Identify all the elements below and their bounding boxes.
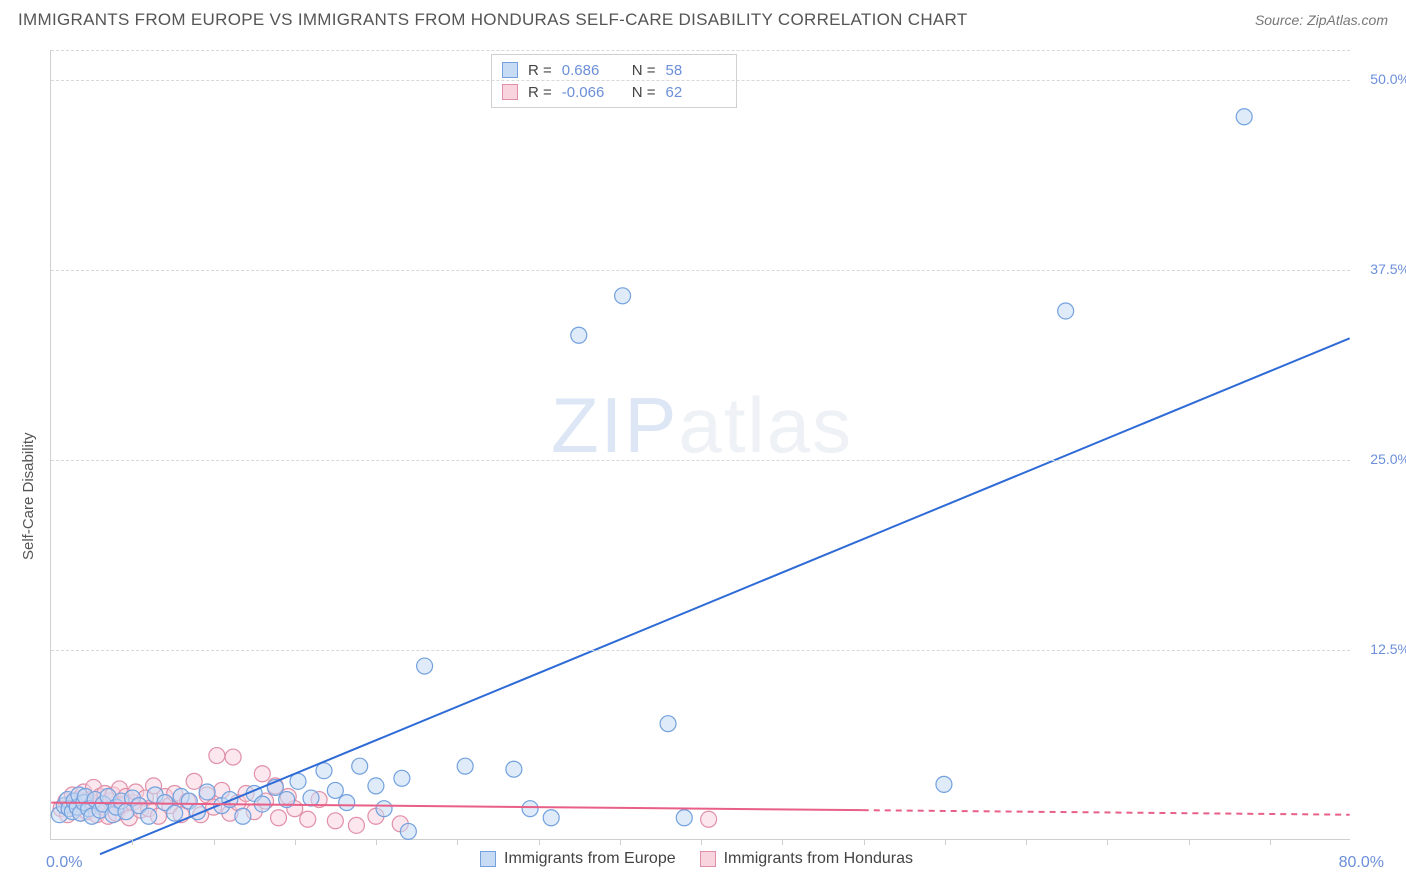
gridline [51,80,1350,81]
data-point [660,716,676,732]
chart-title: IMMIGRANTS FROM EUROPE VS IMMIGRANTS FRO… [18,10,968,30]
data-point [141,808,157,824]
legend-row: R = 0.686 N = 58 [502,59,726,81]
x-tick [1270,839,1271,845]
gridline [51,50,1350,51]
data-point [186,773,202,789]
x-tick [457,839,458,845]
legend-n-value: 62 [666,84,726,101]
legend-r-label: R = [528,62,552,79]
data-point [339,795,355,811]
data-point [400,823,416,839]
legend-swatch [502,84,518,100]
x-min-label: 0.0% [46,854,82,872]
legend-label: Immigrants from Europe [504,850,676,868]
data-point [235,808,251,824]
gridline [51,270,1350,271]
x-tick [1189,839,1190,845]
data-point [327,813,343,829]
data-point [271,810,287,826]
x-tick [376,839,377,845]
legend-r-value: 0.686 [562,62,622,79]
legend-swatch [502,62,518,78]
legend-bottom: Immigrants from Europe Immigrants from Ho… [480,850,913,868]
data-point [394,770,410,786]
regression-line-dashed [863,810,1350,815]
data-point [543,810,559,826]
source-label: Source: ZipAtlas.com [1255,12,1388,28]
data-point [1236,109,1252,125]
data-point [368,778,384,794]
y-tick-label: 25.0% [1354,451,1406,467]
regression-line [100,338,1350,854]
data-point [1058,303,1074,319]
legend-r-label: R = [528,84,552,101]
data-point [701,811,717,827]
data-point [522,801,538,817]
data-point [348,817,364,833]
x-tick [295,839,296,845]
x-tick [864,839,865,845]
legend-row: R = -0.066 N = 62 [502,81,726,103]
data-point [376,801,392,817]
x-tick [945,839,946,845]
legend-swatch [700,851,716,867]
data-point [352,758,368,774]
legend-n-value: 58 [666,62,726,79]
data-point [167,805,183,821]
gridline [51,650,1350,651]
legend-swatch [480,851,496,867]
data-point [417,658,433,674]
x-tick [1026,839,1027,845]
gridline [51,460,1350,461]
y-tick-label: 50.0% [1354,71,1406,87]
x-tick [214,839,215,845]
x-max-label: 80.0% [1339,854,1384,872]
data-point [506,761,522,777]
y-axis-title: Self-Care Disability [20,432,37,560]
data-point [676,810,692,826]
x-tick [539,839,540,845]
data-point [209,748,225,764]
x-tick [701,839,702,845]
x-tick [1107,839,1108,845]
legend-label: Immigrants from Honduras [724,850,913,868]
data-point [225,749,241,765]
data-point [571,327,587,343]
legend-item: Immigrants from Europe [480,850,676,868]
data-point [300,811,316,827]
chart-svg [51,50,1350,839]
data-point [303,790,319,806]
data-point [936,776,952,792]
data-point [199,784,215,800]
legend-item: Immigrants from Honduras [700,850,913,868]
x-tick [132,839,133,845]
plot-area: ZIPatlas R =0.686N =58R =-0.066N =62 12.… [50,50,1350,840]
data-point [316,763,332,779]
y-tick-label: 37.5% [1354,261,1406,277]
x-tick [782,839,783,845]
data-point [457,758,473,774]
data-point [615,288,631,304]
legend-n-label: N = [632,84,656,101]
data-point [254,766,270,782]
y-tick-label: 12.5% [1354,641,1406,657]
legend-n-label: N = [632,62,656,79]
x-tick [620,839,621,845]
data-point [327,782,343,798]
legend-r-value: -0.066 [562,84,622,101]
